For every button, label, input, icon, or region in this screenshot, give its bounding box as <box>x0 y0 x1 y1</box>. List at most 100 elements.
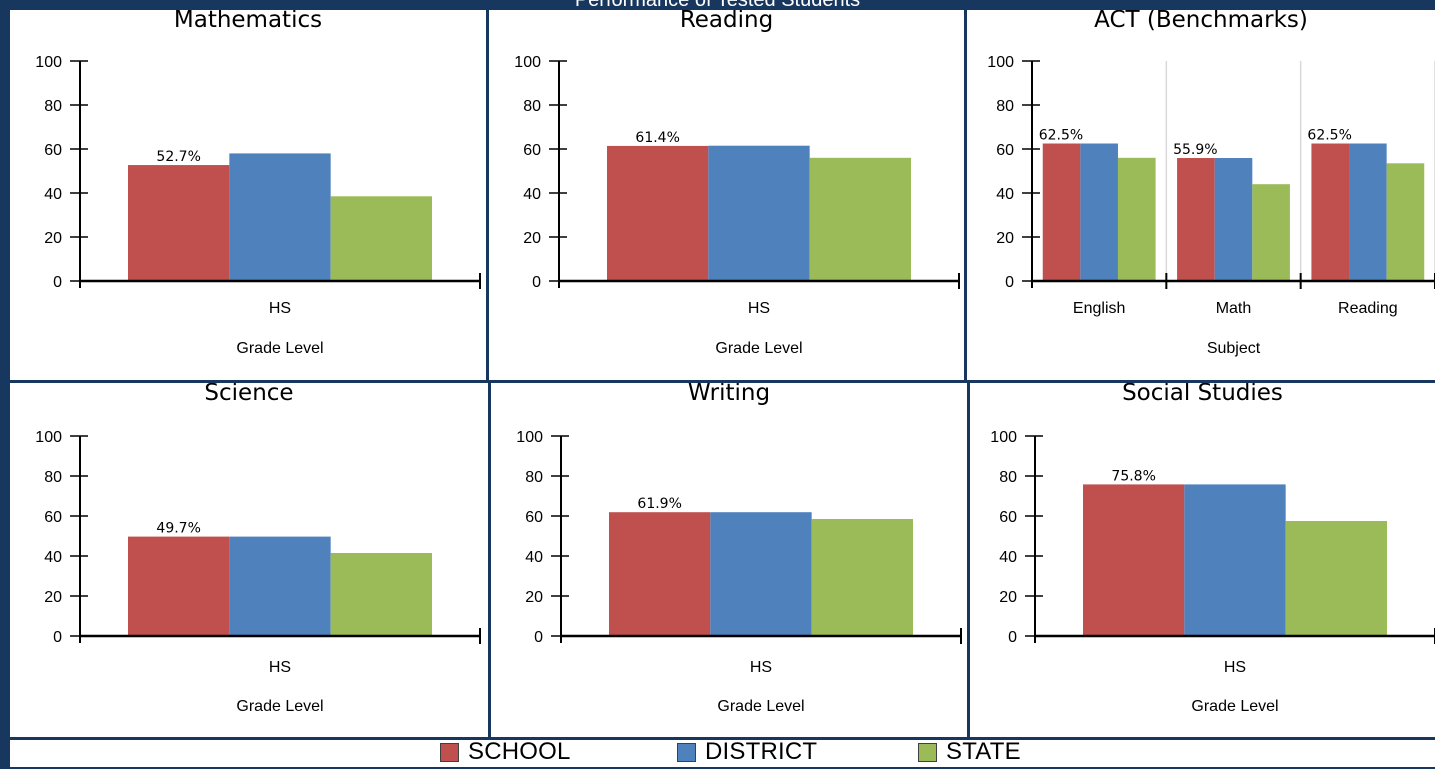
y-tick-label: 100 <box>514 54 541 71</box>
x-axis-label: Grade Level <box>236 698 323 715</box>
bar-district-english <box>1080 143 1118 281</box>
bar-district-hs <box>710 512 812 636</box>
legend-swatch-state <box>918 743 937 762</box>
bar-school-hs <box>1083 484 1185 636</box>
bar-school-english <box>1042 143 1081 281</box>
y-tick-label: 100 <box>990 429 1017 446</box>
y-tick-label: 20 <box>44 230 62 247</box>
y-tick-label: 40 <box>525 549 543 566</box>
chart-panel-science: Science 0 20 40 60 80 100 49.7% HS Grade Level <box>10 383 488 737</box>
bar-state-english <box>1117 157 1156 281</box>
bar-state-hs <box>811 519 913 636</box>
bar-state-reading <box>1386 163 1425 281</box>
x-tick-label-hs: HS <box>1224 659 1246 676</box>
bar-state-hs <box>809 157 911 281</box>
bar-school-math <box>1177 158 1215 281</box>
page-title: Performance of Tested Students <box>574 0 861 11</box>
bar-school-reading <box>1311 143 1350 281</box>
chart-svg-social-studies: Social Studies 0 20 40 60 80 100 75.8% HS Grade L… <box>990 383 1435 715</box>
y-tick-label: 40 <box>44 186 62 203</box>
x-axis-label: Grade Level <box>715 340 802 357</box>
chart-panel-reading: Reading 0 20 40 60 80 100 61.4% HS Grade Level <box>489 10 964 380</box>
y-tick-label: 20 <box>996 230 1014 247</box>
x-axis-label: Grade Level <box>1191 698 1278 715</box>
y-tick-label: 80 <box>523 98 541 115</box>
y-tick-label: 60 <box>996 142 1014 159</box>
chart-title: Writing <box>688 383 770 406</box>
y-tick-label: 80 <box>525 469 543 486</box>
y-tick-label: 80 <box>44 98 62 115</box>
y-tick-label: 80 <box>999 469 1017 486</box>
chart-svg-science: Science 0 20 40 60 80 100 49.7% HS Grade Level <box>35 383 481 715</box>
y-tick-label: 40 <box>999 549 1017 566</box>
y-tick-label: 0 <box>53 629 62 646</box>
chart-title: Reading <box>680 10 773 33</box>
x-axis-label: Grade Level <box>717 698 804 715</box>
y-tick-label: 0 <box>532 274 541 291</box>
chart-panel-act-benchmarks: ACT (Benchmarks) 0 20 40 60 80 100 62.5% English… <box>967 10 1435 380</box>
data-label-school-hs: 61.9% <box>637 496 681 512</box>
bar-district-hs <box>229 536 331 636</box>
x-tick-label-hs: HS <box>269 659 291 676</box>
y-tick-label: 100 <box>516 429 543 446</box>
y-tick-label: 60 <box>999 509 1017 526</box>
y-tick-label: 20 <box>999 589 1017 606</box>
data-label-school-reading: 62.5% <box>1307 128 1351 144</box>
chart-panel-social-studies: Social Studies 0 20 40 60 80 100 75.8% HS Grade L… <box>970 383 1435 737</box>
y-tick-label: 60 <box>525 509 543 526</box>
x-axis-label: Subject <box>1207 340 1261 357</box>
chart-svg-act-benchmarks: ACT (Benchmarks) 0 20 40 60 80 100 62.5% English… <box>987 10 1435 357</box>
chart-title: Social Studies <box>1122 383 1283 406</box>
data-label-school-english: 62.5% <box>1039 128 1083 144</box>
y-tick-label: 60 <box>44 142 62 159</box>
y-tick-label: 100 <box>35 429 62 446</box>
y-tick-label: 0 <box>534 629 543 646</box>
chart-title: ACT (Benchmarks) <box>1094 10 1308 33</box>
y-tick-label: 0 <box>1005 274 1014 291</box>
y-tick-label: 40 <box>44 549 62 566</box>
data-label-school-math: 55.9% <box>1173 142 1217 158</box>
chart-panel-mathematics: Mathematics 0 20 40 60 80 100 52.7% HS Grade Leve… <box>10 10 486 380</box>
bar-state-hs <box>330 196 432 281</box>
chart-panel-writing: Writing 0 20 40 60 80 100 61.9% HS Grade Level <box>491 383 967 737</box>
y-tick-label: 60 <box>44 509 62 526</box>
y-tick-label: 100 <box>987 54 1014 71</box>
bar-state-math <box>1252 184 1290 281</box>
x-tick-label-hs: HS <box>748 300 770 317</box>
y-tick-label: 80 <box>44 469 62 486</box>
x-tick-label-hs: HS <box>750 659 772 676</box>
y-tick-label: 80 <box>996 98 1014 115</box>
chart-title: Mathematics <box>174 10 322 33</box>
y-tick-label: 20 <box>523 230 541 247</box>
y-tick-label: 20 <box>44 589 62 606</box>
bar-school-hs <box>128 165 230 281</box>
bar-state-hs <box>1285 521 1387 636</box>
chart-svg-writing: Writing 0 20 40 60 80 100 61.9% HS Grade Level <box>516 383 962 715</box>
data-label-school-hs: 61.4% <box>635 130 679 146</box>
bar-district-reading <box>1349 143 1387 281</box>
bar-district-hs <box>708 145 810 281</box>
bar-school-hs <box>607 145 709 281</box>
x-tick-label-math: Math <box>1216 300 1252 317</box>
y-tick-label: 60 <box>523 142 541 159</box>
y-tick-label: 40 <box>996 186 1014 203</box>
y-tick-label: 100 <box>35 54 62 71</box>
chart-svg-mathematics: Mathematics 0 20 40 60 80 100 52.7% HS Grade Leve… <box>35 10 481 357</box>
y-tick-label: 0 <box>1008 629 1017 646</box>
bar-state-hs <box>330 553 432 636</box>
chart-legend: SCHOOL DISTRICT STATE <box>10 738 1435 767</box>
bar-school-hs <box>609 512 711 636</box>
y-tick-label: 0 <box>53 274 62 291</box>
data-label-school-hs: 75.8% <box>1111 468 1155 484</box>
x-tick-label-hs: HS <box>269 300 291 317</box>
y-tick-label: 40 <box>523 186 541 203</box>
legend-label-district: DISTRICT <box>705 738 818 765</box>
y-tick-label: 20 <box>525 589 543 606</box>
legend-swatch-district <box>677 743 696 762</box>
x-tick-label-english: English <box>1073 300 1125 317</box>
legend-label-state: STATE <box>946 738 1021 765</box>
legend-label-school: SCHOOL <box>468 738 571 765</box>
data-label-school-hs: 52.7% <box>156 149 200 165</box>
x-tick-label-reading: Reading <box>1338 300 1398 317</box>
legend-swatch-school <box>440 743 459 762</box>
